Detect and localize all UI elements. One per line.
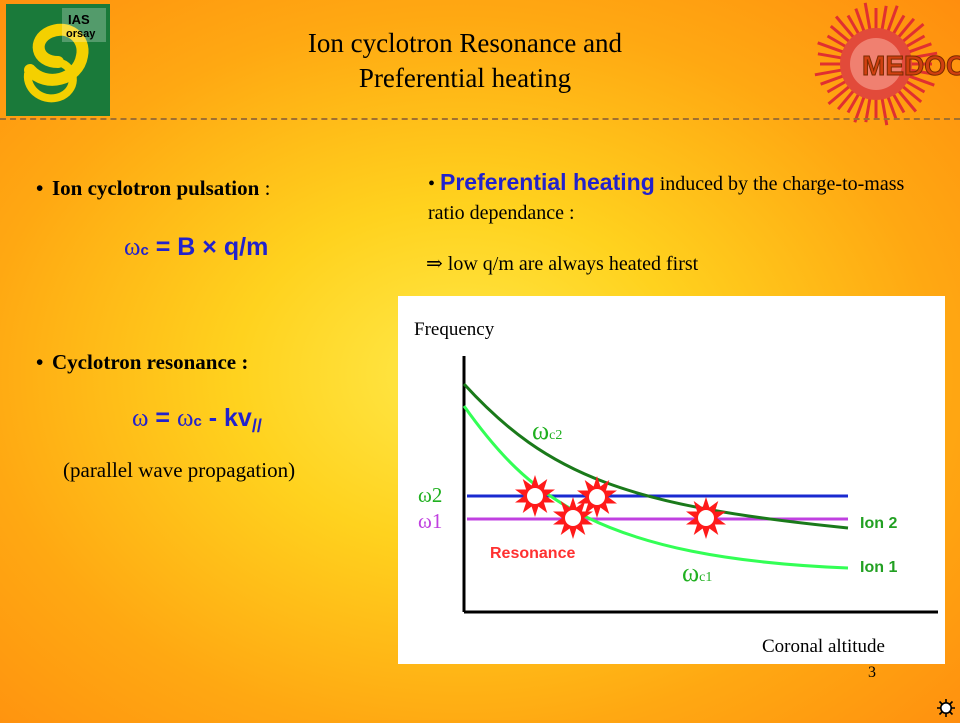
resonance-burst-center xyxy=(527,488,543,504)
bullet2-text: Cyclotron resonance : xyxy=(52,350,249,374)
resonance-burst-center xyxy=(565,510,581,526)
title-line-1: Ion cyclotron Resonance and xyxy=(307,28,623,58)
formula1-subscript: c xyxy=(140,242,149,259)
conclusion-line: ⇒ low q/m are always heated first xyxy=(426,251,698,276)
sun-icon xyxy=(936,698,956,718)
page-number: 3 xyxy=(868,664,876,681)
curve-ion2 xyxy=(462,382,849,530)
resonance-label: Resonance xyxy=(490,545,575,562)
formula1-rest: = B × q/m xyxy=(148,233,269,261)
formula-cyclotron-pulsation: ωc = B × q/m xyxy=(124,233,268,262)
omega-c2-symbol: ω xyxy=(532,416,549,445)
omega-c1-symbol: ω xyxy=(682,558,699,587)
page-title: Ion cyclotron Resonance and Preferential… xyxy=(230,26,700,96)
ion1-label: Ion 1 xyxy=(860,559,897,576)
omega-c1-subscript: c1 xyxy=(699,570,712,585)
omega2-label: ω2 xyxy=(418,483,442,507)
omega-c2-subscript: c2 xyxy=(549,428,562,443)
medoc-logo: MEDOC xyxy=(808,2,960,126)
bullet-cyclotron-resonance: • Cyclotron resonance : xyxy=(36,350,248,375)
resonance-diagram-svg: Frequency Coronal altitude ωc2 ωc1 ω2 ω1… xyxy=(414,319,938,657)
bullet-ion-cyclotron-pulsation: • Ion cyclotron pulsation : xyxy=(36,176,270,201)
logo-text-ias: IAS xyxy=(68,12,90,27)
title-line-2: Preferential heating xyxy=(358,63,572,93)
omega-c2-label: ωc2 xyxy=(532,416,562,445)
curve-ion1 xyxy=(462,405,849,570)
preferential-heating-highlight: Preferential heating xyxy=(440,169,655,195)
formula2-rest: - kv xyxy=(201,404,252,432)
bullet1-bold-text: Ion cyclotron pulsation xyxy=(52,176,260,200)
ias-orsay-logo: IAS orsay xyxy=(6,4,110,116)
medoc-logo-text: MEDOC xyxy=(862,50,960,81)
implies-arrow-icon: ⇒ xyxy=(426,253,443,275)
resonance-burst-center xyxy=(698,510,714,526)
conclusion-text: low q/m are always heated first xyxy=(442,253,699,275)
ion2-label: Ion 2 xyxy=(860,515,897,532)
preferential-heating-rest: induced by the charge-to-mass ratio depe… xyxy=(428,173,905,224)
formula1-omega: ω xyxy=(124,234,141,261)
bullet-dot: • xyxy=(36,176,44,200)
formula2-parallel: // xyxy=(251,416,262,436)
formula2-omega-c: ω xyxy=(176,405,194,432)
y-axis-label: Frequency xyxy=(414,319,495,340)
resonance-burst-center xyxy=(589,489,605,505)
formula2-equals: = xyxy=(148,404,177,432)
parallel-propagation-note: (parallel wave propagation) xyxy=(63,458,296,482)
x-axis-label: Coronal altitude xyxy=(762,636,885,657)
formula2-omega: ω xyxy=(132,405,149,432)
omega-c1-label: ωc1 xyxy=(682,558,712,587)
bullet-dot: • xyxy=(36,350,44,374)
logo-text-orsay: orsay xyxy=(66,28,96,40)
resonance-diagram: Frequency Coronal altitude ωc2 ωc1 ω2 ω1… xyxy=(398,296,945,664)
bullet-preferential-heating: • Preferential heating induced by the ch… xyxy=(428,168,928,228)
bullet1-tail-text: : xyxy=(259,176,271,200)
header-divider xyxy=(0,118,960,120)
formula-resonance-condition: ω = ωc - kv// xyxy=(132,404,262,437)
formula2-subscript: c xyxy=(193,413,202,430)
omega1-label: ω1 xyxy=(418,509,442,533)
bullet-dot: • xyxy=(428,173,441,195)
resonance-bursts xyxy=(515,475,726,539)
